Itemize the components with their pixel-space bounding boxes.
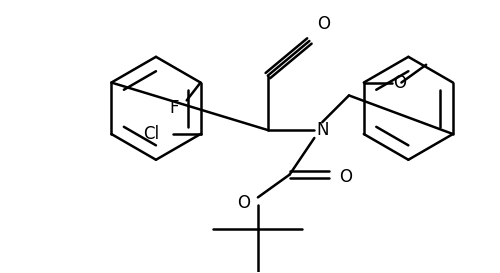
Text: O: O	[237, 194, 250, 212]
Text: N: N	[316, 121, 329, 139]
Text: O: O	[339, 168, 352, 186]
Text: O: O	[318, 15, 330, 33]
Text: Cl: Cl	[143, 125, 159, 143]
Text: O: O	[394, 73, 406, 91]
Text: F: F	[170, 99, 179, 117]
